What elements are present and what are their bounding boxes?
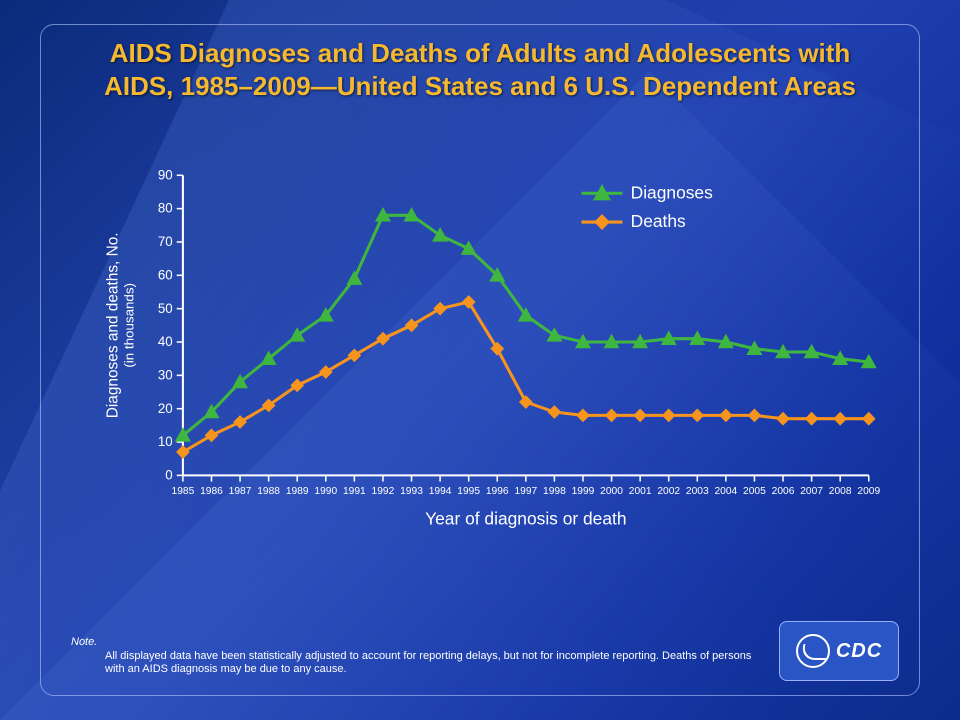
slide: AIDS Diagnoses and Deaths of Adults and … — [0, 0, 960, 720]
svg-text:80: 80 — [158, 201, 173, 216]
svg-text:2006: 2006 — [772, 486, 795, 497]
svg-text:1991: 1991 — [343, 486, 366, 497]
svg-text:2004: 2004 — [714, 486, 737, 497]
svg-text:1988: 1988 — [257, 486, 280, 497]
svg-text:50: 50 — [158, 301, 173, 316]
svg-text:1986: 1986 — [200, 486, 223, 497]
svg-text:Diagnoses and deaths, No.: Diagnoses and deaths, No. — [104, 232, 121, 418]
svg-text:Deaths: Deaths — [631, 211, 686, 231]
svg-text:1999: 1999 — [572, 486, 595, 497]
svg-text:10: 10 — [158, 434, 173, 449]
svg-text:60: 60 — [158, 267, 173, 282]
svg-text:2007: 2007 — [800, 486, 823, 497]
svg-text:1994: 1994 — [429, 486, 452, 497]
svg-text:1989: 1989 — [286, 486, 309, 497]
hhs-seal-icon — [796, 634, 830, 668]
line-chart: 0 10 20 30 40 50 60 70 80 90 1985 1986 1987 1988 1989 1… — [101, 165, 879, 535]
svg-text:1996: 1996 — [486, 486, 509, 497]
cdc-logo: CDC — [779, 621, 899, 681]
chart-container: 0 10 20 30 40 50 60 70 80 90 1985 1986 1987 1988 1989 1… — [101, 165, 879, 535]
svg-text:70: 70 — [158, 234, 173, 249]
svg-text:1987: 1987 — [229, 486, 252, 497]
svg-text:(in thousands): (in thousands) — [122, 283, 137, 368]
cdc-text: CDC — [836, 640, 882, 663]
svg-text:2009: 2009 — [857, 486, 880, 497]
svg-text:20: 20 — [158, 401, 173, 416]
svg-text:2005: 2005 — [743, 486, 766, 497]
footnote: Note. All displayed data have been stati… — [71, 636, 759, 677]
content-panel: AIDS Diagnoses and Deaths of Adults and … — [40, 24, 920, 696]
footnote-lead: Note. — [71, 636, 97, 648]
svg-text:Year of diagnosis or death: Year of diagnosis or death — [425, 509, 626, 529]
svg-text:2001: 2001 — [629, 486, 652, 497]
svg-text:40: 40 — [158, 334, 173, 349]
svg-text:2002: 2002 — [657, 486, 680, 497]
svg-text:1992: 1992 — [372, 486, 395, 497]
svg-text:1993: 1993 — [400, 486, 423, 497]
svg-text:2008: 2008 — [829, 486, 852, 497]
svg-text:0: 0 — [165, 467, 172, 482]
svg-text:1995: 1995 — [457, 486, 480, 497]
svg-text:2003: 2003 — [686, 486, 709, 497]
svg-text:1985: 1985 — [172, 486, 195, 497]
svg-text:1998: 1998 — [543, 486, 566, 497]
svg-text:1997: 1997 — [514, 486, 537, 497]
svg-text:90: 90 — [158, 167, 173, 182]
chart-title: AIDS Diagnoses and Deaths of Adults and … — [41, 25, 919, 102]
svg-text:30: 30 — [158, 367, 173, 382]
svg-text:2000: 2000 — [600, 486, 623, 497]
footnote-body: All displayed data have been statistical… — [71, 650, 759, 678]
svg-text:1990: 1990 — [314, 486, 337, 497]
svg-text:Diagnoses: Diagnoses — [631, 182, 713, 202]
